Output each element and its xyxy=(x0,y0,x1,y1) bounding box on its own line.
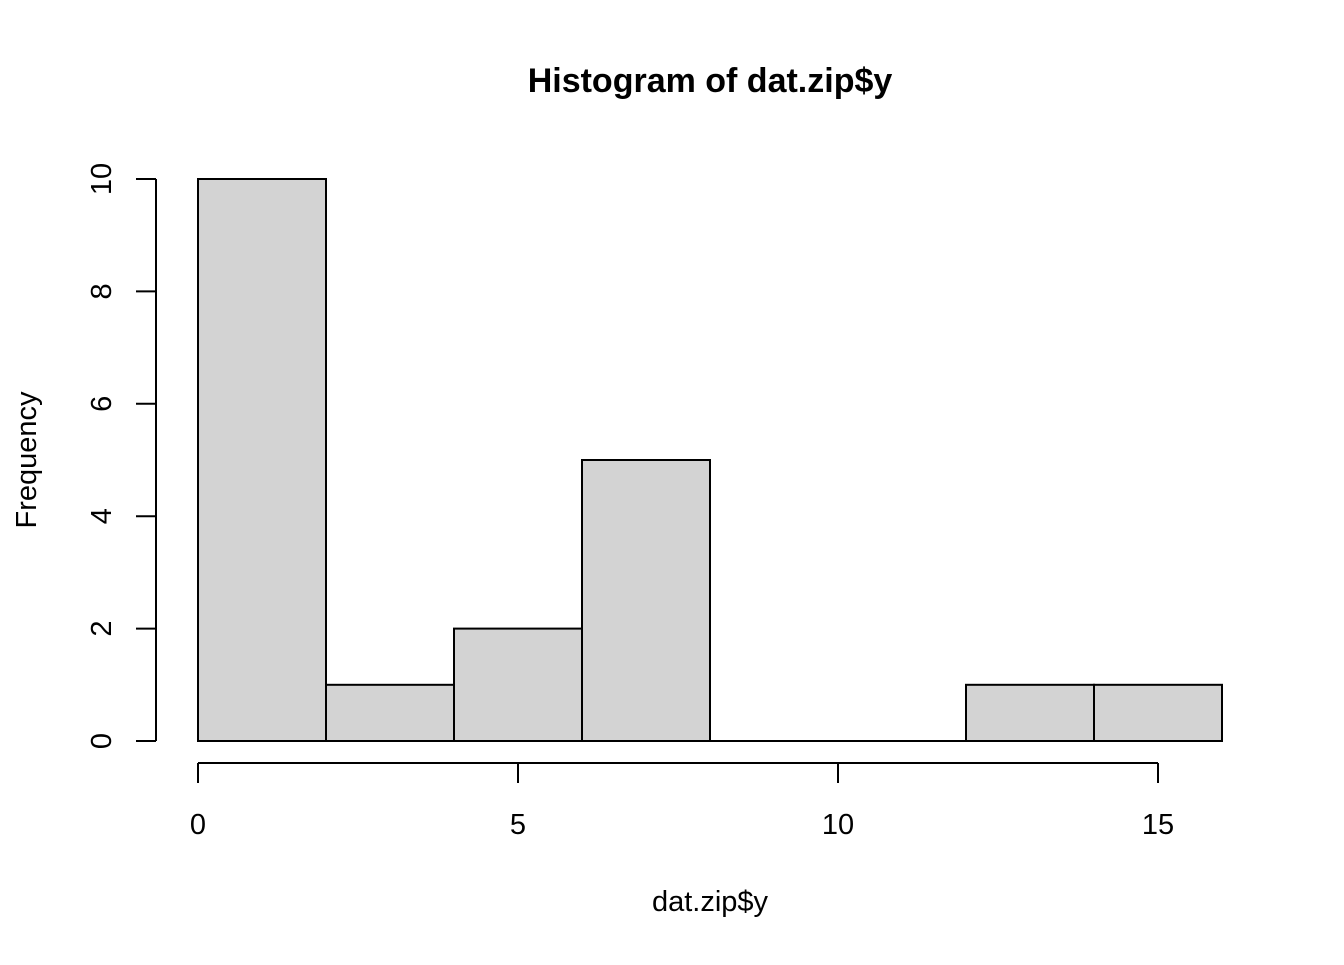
chart-title: Histogram of dat.zip$y xyxy=(528,62,893,100)
histogram-bar-3 xyxy=(581,459,711,742)
x-axis-label: dat.zip$y xyxy=(652,886,769,918)
y-axis-label: Frequency xyxy=(11,391,43,529)
histogram-bar-1 xyxy=(325,683,455,742)
x-tick-label: 5 xyxy=(510,809,526,841)
x-tick-label: 0 xyxy=(190,809,206,841)
histogram-bar-2 xyxy=(453,627,583,742)
histogram-bar-7 xyxy=(1093,683,1223,742)
y-tick-label: 4 xyxy=(86,508,118,524)
x-tick-label: 10 xyxy=(822,809,854,841)
bars-layer xyxy=(197,178,1223,742)
y-tick-label: 8 xyxy=(86,283,118,299)
y-tick-label: 10 xyxy=(86,163,118,195)
y-axis: 0 2 4 6 8 10 xyxy=(86,163,157,749)
y-tick-label: 2 xyxy=(86,621,118,637)
histogram-bar-0 xyxy=(197,178,327,742)
x-axis: 0 5 10 15 xyxy=(190,762,1174,841)
histogram-bar-6 xyxy=(965,683,1095,742)
x-tick-label: 15 xyxy=(1142,809,1174,841)
y-tick-label: 6 xyxy=(86,396,118,412)
y-tick-label: 0 xyxy=(86,733,118,749)
